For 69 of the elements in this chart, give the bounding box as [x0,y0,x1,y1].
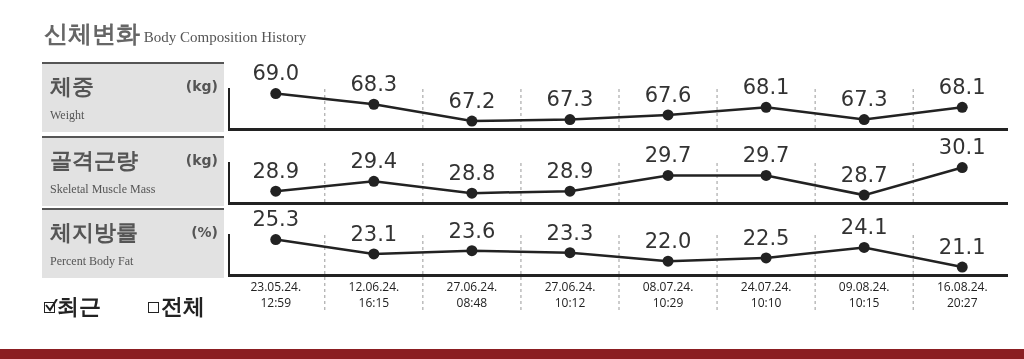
data-label: 67.3 [840,87,888,112]
point [760,101,772,113]
point [368,175,380,187]
point [466,245,478,257]
data-label: 28.8 [448,161,496,186]
data-label: 28.9 [252,159,300,184]
x-tick-label: 08.07.24. 10:29 [642,277,694,311]
data-label: 28.9 [546,159,594,184]
text: (kg) [185,78,218,94]
data-label: 22.0 [644,229,692,254]
data-label: 23.6 [448,218,496,243]
data-label: 28.7 [840,162,888,187]
point [662,169,674,181]
point [270,185,282,197]
data-label: 23.3 [546,220,594,245]
text: 전체 [161,293,205,321]
x-tick-label: 27.06.24. 10:12 [544,277,596,311]
point [564,185,576,197]
x-tick-label: 27.06.24. 08:48 [446,277,498,311]
point [564,247,576,259]
data-label: 67.6 [644,82,692,107]
data-label: 29.4 [350,149,398,174]
data-label: 30.1 [938,135,986,160]
x-tick-label: 12.06.24. 16:15 [348,277,400,311]
point [858,114,870,126]
point [956,261,968,273]
point [270,88,282,100]
data-label: 21.1 [938,234,986,259]
data-label: 67.3 [546,87,594,112]
x-tick-label: 09.08.24. 10:15 [838,277,890,311]
data-label: 25.3 [252,207,300,232]
text: (%) [191,224,218,240]
point [858,241,870,253]
x-tick-label: 24.07.24. 10:10 [740,277,792,311]
x-tick-label: 16.08.24. 20:27 [936,277,988,311]
data-label: 68.3 [350,72,398,97]
data-label: 67.2 [448,88,496,113]
text: Skeletal Muscle Mass [50,182,156,197]
point [368,248,380,260]
text: Percent Body Fat [50,254,134,269]
point [466,115,478,127]
point [956,101,968,113]
point [760,169,772,181]
y-axis-title: 체중 [50,73,94,101]
chart-title: 신체변화 [44,20,140,48]
data-label: 68.1 [742,75,790,100]
point [956,162,968,174]
data-label: 23.1 [350,221,398,246]
data-label: 29.7 [644,143,692,168]
data-label: 24.1 [840,215,888,240]
y-axis-title: 골격근량 [50,147,138,175]
point [466,187,478,199]
y-axis-title: 체지방률 [50,219,138,247]
text: (kg) [185,152,218,168]
point [662,109,674,121]
x-tick-label: 23.05.24. 12:59 [250,277,302,311]
text: 최근 [57,293,101,321]
point [270,234,282,246]
point [564,114,576,126]
point [760,252,772,264]
text: Weight [50,108,85,123]
data-label: 22.5 [742,225,790,250]
point [368,98,380,110]
data-label: 68.1 [938,75,986,100]
point [858,189,870,201]
data-label: 29.7 [742,143,790,168]
data-label: 69.0 [252,61,300,86]
point [662,255,674,267]
chart-subtitle: Body Composition History [142,29,307,45]
